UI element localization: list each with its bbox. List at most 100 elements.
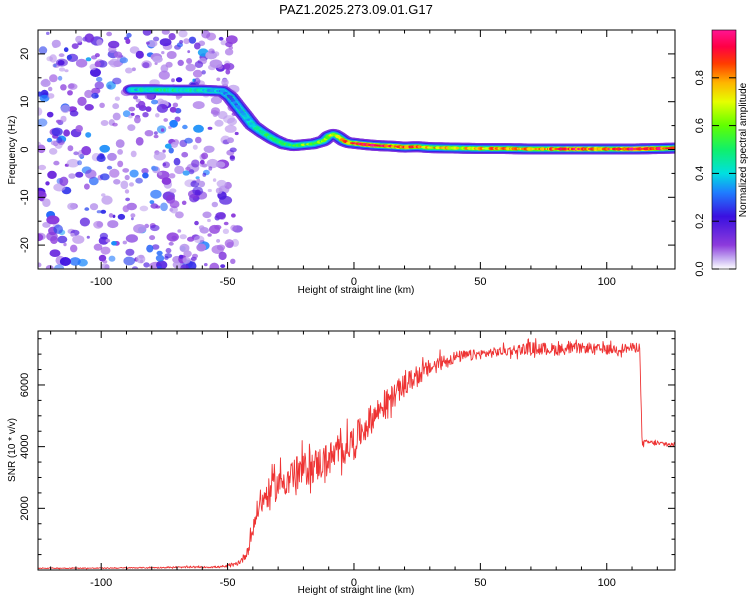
- noise-blob: [131, 217, 134, 221]
- snr-x-tick-label: 50: [474, 577, 486, 589]
- noise-blob: [38, 164, 47, 171]
- noise-blob: [125, 38, 131, 44]
- noise-blob: [227, 137, 234, 144]
- noise-blob: [49, 74, 58, 83]
- ridge-cell: [248, 120, 252, 123]
- noise-blob: [191, 159, 200, 168]
- snr-ticks: -100 -50 0 50 100 2000 4000 6000: [19, 331, 675, 589]
- noise-blob: [81, 146, 92, 156]
- noise-blob: [229, 147, 237, 153]
- noise-blob: [53, 160, 60, 166]
- noise-blob: [49, 249, 61, 257]
- noise-blob: [46, 31, 50, 35]
- noise-blob: [79, 217, 90, 227]
- noise-blob: [47, 170, 57, 179]
- noise-blob: [193, 124, 204, 133]
- noise-blob: [192, 186, 204, 196]
- noise-blob: [119, 57, 128, 64]
- noise-blob: [46, 137, 53, 143]
- noise-blob: [85, 57, 92, 62]
- spectrogram-x-tick-label: 100: [598, 276, 616, 288]
- noise-blob: [101, 195, 113, 205]
- noise-blob: [106, 31, 112, 37]
- noise-blob: [38, 262, 42, 268]
- noise-blob: [100, 120, 109, 126]
- noise-blob: [138, 254, 145, 259]
- spectrogram-x-tick-label: 0: [351, 276, 357, 288]
- noise-blob: [172, 261, 183, 269]
- noise-blob: [202, 211, 212, 219]
- noise-blob: [181, 200, 187, 205]
- noise-blob: [178, 254, 184, 259]
- noise-blob: [168, 241, 174, 246]
- noise-blob: [216, 239, 221, 243]
- noise-blob: [67, 90, 73, 96]
- noise-blob: [142, 112, 149, 118]
- noise-blob: [84, 104, 94, 111]
- ridge-cell: [246, 118, 250, 121]
- noise-blob: [53, 224, 63, 234]
- spectrogram-noise: [38, 30, 243, 269]
- noise-blob: [221, 78, 229, 87]
- noise-blob: [202, 172, 207, 177]
- noise-blob: [107, 220, 119, 229]
- noise-blob: [58, 67, 66, 72]
- noise-blob: [84, 33, 95, 43]
- noise-blob: [164, 256, 169, 260]
- noise-blob: [158, 70, 170, 80]
- noise-blob: [206, 158, 219, 169]
- noise-blob: [196, 243, 207, 252]
- colorbar-gradient: [711, 29, 737, 270]
- noise-blob: [220, 135, 231, 145]
- noise-blob: [66, 54, 72, 60]
- noise-blob: [165, 247, 172, 254]
- noise-blob: [150, 189, 162, 199]
- noise-blob: [204, 263, 208, 267]
- noise-blob: [207, 126, 213, 130]
- noise-blob: [184, 137, 193, 144]
- noise-blob: [59, 257, 71, 266]
- noise-blob: [211, 107, 220, 115]
- snr-line: [38, 338, 675, 570]
- noise-blob: [169, 106, 177, 113]
- noise-blob: [155, 254, 165, 262]
- spectrogram-y-tick-label: -10: [19, 189, 31, 205]
- noise-blob: [69, 257, 81, 266]
- noise-blob: [130, 112, 135, 116]
- noise-blob: [175, 77, 183, 83]
- noise-blob: [66, 158, 80, 168]
- noise-blob: [159, 38, 172, 47]
- noise-blob: [69, 110, 79, 117]
- noise-blob: [100, 246, 111, 255]
- noise-blob: [100, 263, 110, 269]
- noise-blob: [117, 149, 123, 155]
- noise-blob: [38, 91, 43, 97]
- noise-blob: [122, 110, 131, 118]
- noise-blob: [183, 38, 190, 45]
- snr-y-tick-label: 2000: [19, 496, 31, 520]
- noise-blob: [215, 187, 223, 194]
- colorbar-ticks: 0.0 0.2 0.4 0.6 0.8: [694, 70, 736, 277]
- snr-x-tick-label: 100: [598, 577, 616, 589]
- noise-blob: [218, 36, 224, 41]
- noise-blob: [162, 149, 166, 153]
- noise-blob: [68, 173, 76, 179]
- noise-blob: [129, 169, 139, 178]
- colorbar-tick-label: 0.8: [694, 70, 706, 85]
- noise-blob: [164, 143, 173, 149]
- noise-blob: [86, 235, 90, 239]
- noise-blob: [174, 165, 185, 175]
- snr-panel: -100 -50 0 50 100 2000 4000 6000 Height of stra…: [7, 330, 676, 596]
- noise-blob: [45, 265, 54, 269]
- noise-blob: [178, 30, 188, 38]
- noise-blob: [142, 172, 149, 179]
- noise-blob: [113, 179, 121, 185]
- noise-blob: [161, 30, 170, 35]
- noise-blob: [67, 202, 77, 211]
- noise-blob: [46, 111, 54, 118]
- noise-blob: [161, 51, 165, 55]
- noise-blob: [194, 77, 201, 85]
- noise-blob: [54, 264, 65, 269]
- noise-blob: [174, 116, 181, 122]
- noise-blob: [38, 233, 44, 242]
